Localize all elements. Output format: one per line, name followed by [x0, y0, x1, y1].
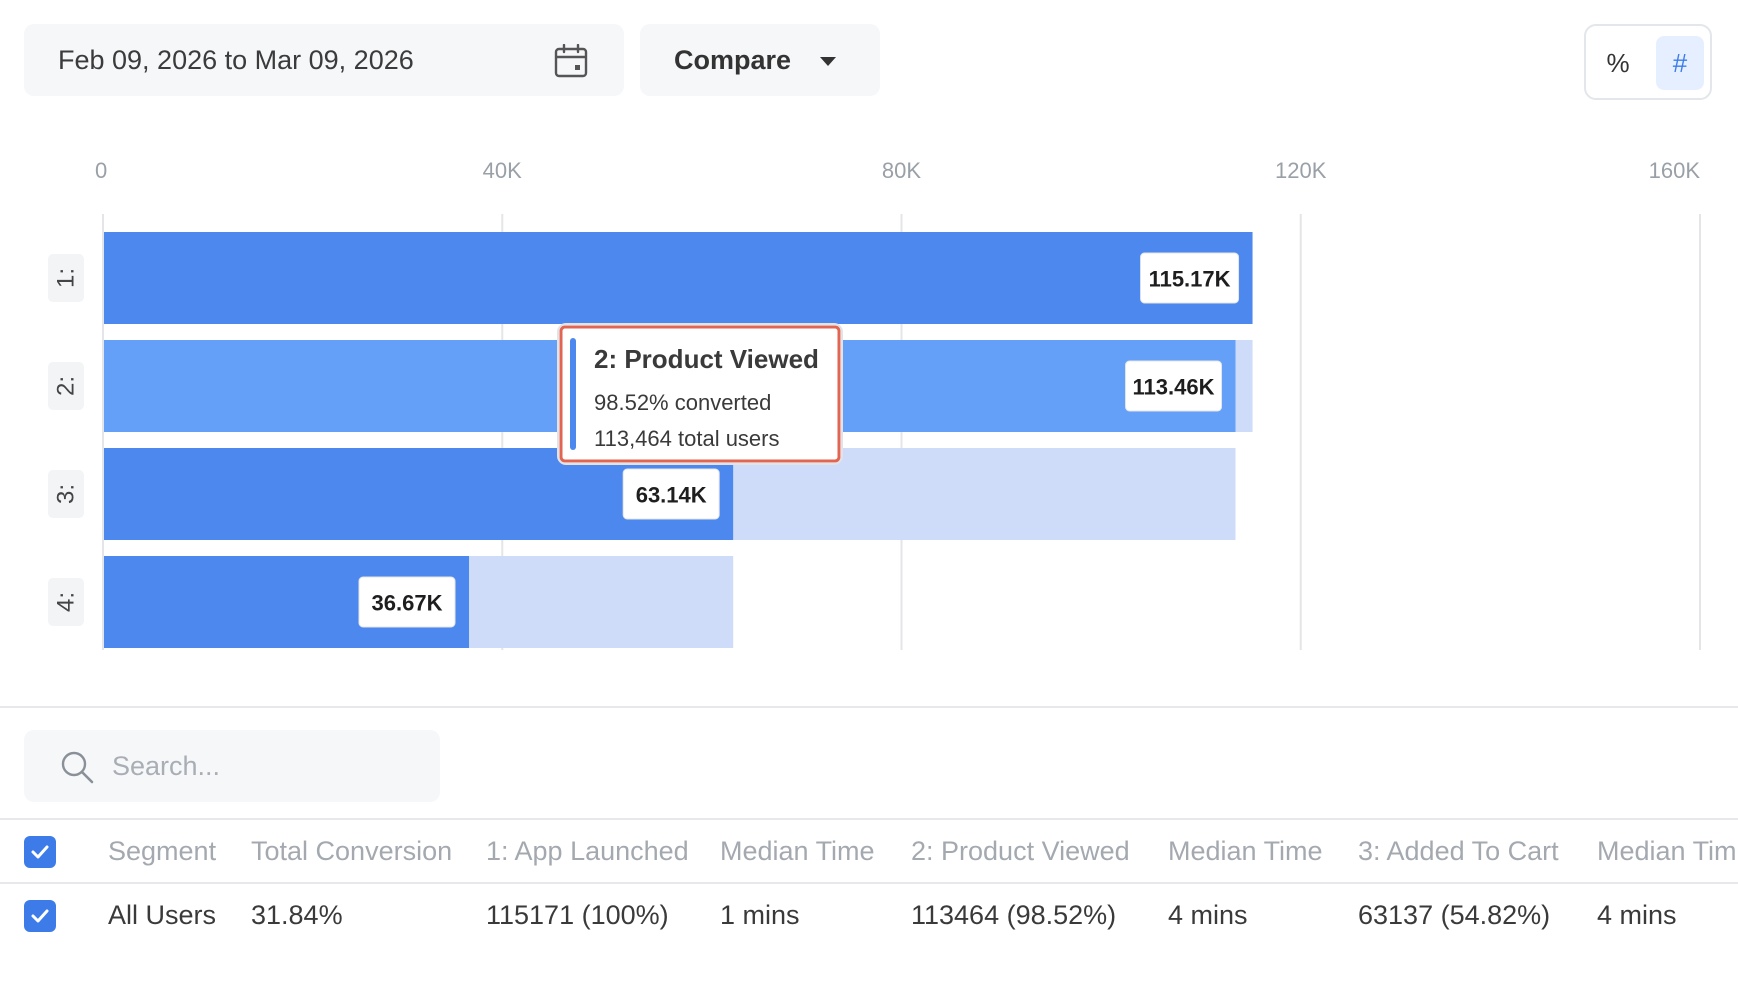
count-mode-button[interactable]: # [1656, 36, 1704, 90]
total-conversion-cell: 31.84% [251, 899, 343, 930]
column-header[interactable]: Segment [108, 835, 217, 866]
value-label-box [358, 576, 456, 628]
percent-mode-button[interactable]: % [1606, 47, 1630, 78]
funnel-bar-chart: 0 40K 80K 120K 160K 1: 115.17K 2: 113.46K 3: 63.14… [48, 158, 1701, 650]
column-header[interactable]: Total Conversion [251, 835, 453, 866]
step-1-cell: 115171 (100%) [486, 899, 669, 930]
category-label-bg [48, 470, 84, 518]
median-time-cell: 4 mins [1168, 899, 1248, 930]
category-label: 2: [53, 376, 80, 396]
chevron-down-icon [820, 57, 836, 66]
category-label-bg [48, 362, 84, 410]
x-tick-label: 120K [1275, 158, 1327, 183]
x-tick-label: 80K [882, 158, 921, 183]
category-label-bg [48, 578, 84, 626]
segment-table: Segment Total Conversion 1: App Launched… [0, 818, 1738, 948]
x-tick-label: 160K [1649, 158, 1701, 183]
divider [0, 706, 1738, 708]
column-header[interactable]: 2: Product Viewed [911, 835, 1130, 866]
compare-label: Compare [674, 44, 792, 75]
column-header[interactable]: 3: Added To Cart [1358, 835, 1559, 866]
display-mode-toggle: % # [1584, 24, 1712, 100]
value-label-box [622, 468, 720, 520]
tooltip-total-users: 113,464 total users [594, 426, 780, 451]
value-label-box [1140, 252, 1240, 304]
search-input[interactable] [112, 730, 422, 802]
date-range-label: Feb 09, 2026 to Mar 09, 2026 [58, 44, 414, 75]
x-tick-label: 0 [95, 158, 107, 183]
column-header[interactable]: Median Tim [1597, 835, 1737, 866]
dropoff-bar[interactable] [469, 556, 734, 648]
category-label: 4: [53, 592, 80, 612]
table-header-row: Segment Total Conversion 1: App Launched… [0, 818, 1738, 882]
funnel-bar[interactable] [103, 232, 1253, 324]
category-label-bg [48, 254, 84, 302]
search-icon [61, 751, 94, 784]
row-checkbox[interactable] [24, 900, 56, 932]
search-box [24, 730, 440, 802]
value-label-box [1125, 360, 1223, 412]
dropoff-bar[interactable] [1235, 340, 1253, 432]
tooltip-box [557, 323, 843, 465]
select-all-checkbox[interactable] [24, 836, 56, 868]
step-3-cell: 63137 (54.82%) [1358, 899, 1551, 930]
tooltip-highlight-border [559, 325, 841, 463]
value-label: 115.17K [1149, 267, 1231, 292]
date-range-picker[interactable]: Feb 09, 2026 to Mar 09, 2026 [24, 24, 624, 96]
column-header[interactable]: Median Time [720, 835, 875, 866]
value-label: 36.67K [372, 591, 443, 616]
checkmark-icon [31, 909, 49, 923]
column-header[interactable]: 1: App Launched [486, 835, 689, 866]
checkmark-icon [31, 845, 49, 859]
toolbar: Feb 09, 2026 to Mar 09, 2026 Compare % # [0, 0, 1738, 110]
tooltip-title: 2: Product Viewed [594, 344, 819, 374]
segment-cell: All Users [108, 899, 217, 930]
category-label: 1: [53, 268, 80, 288]
table-row[interactable]: All Users 31.84% 115171 (100%) 1 mins 11… [0, 882, 1738, 948]
category-label: 3: [53, 484, 80, 504]
column-header[interactable]: Median Time [1168, 835, 1323, 866]
tooltip-converted: 98.52% converted [594, 390, 771, 415]
median-time-cell: 1 mins [720, 899, 800, 930]
value-label: 63.14K [636, 483, 707, 508]
calendar-icon [554, 44, 588, 78]
value-label: 113.46K [1133, 375, 1215, 400]
median-time-cell: 4 mins [1597, 899, 1677, 930]
x-tick-label: 40K [483, 158, 522, 183]
tooltip-series-marker [570, 338, 576, 450]
compare-dropdown[interactable]: Compare [640, 24, 880, 96]
step-2-cell: 113464 (98.52%) [911, 899, 1117, 930]
